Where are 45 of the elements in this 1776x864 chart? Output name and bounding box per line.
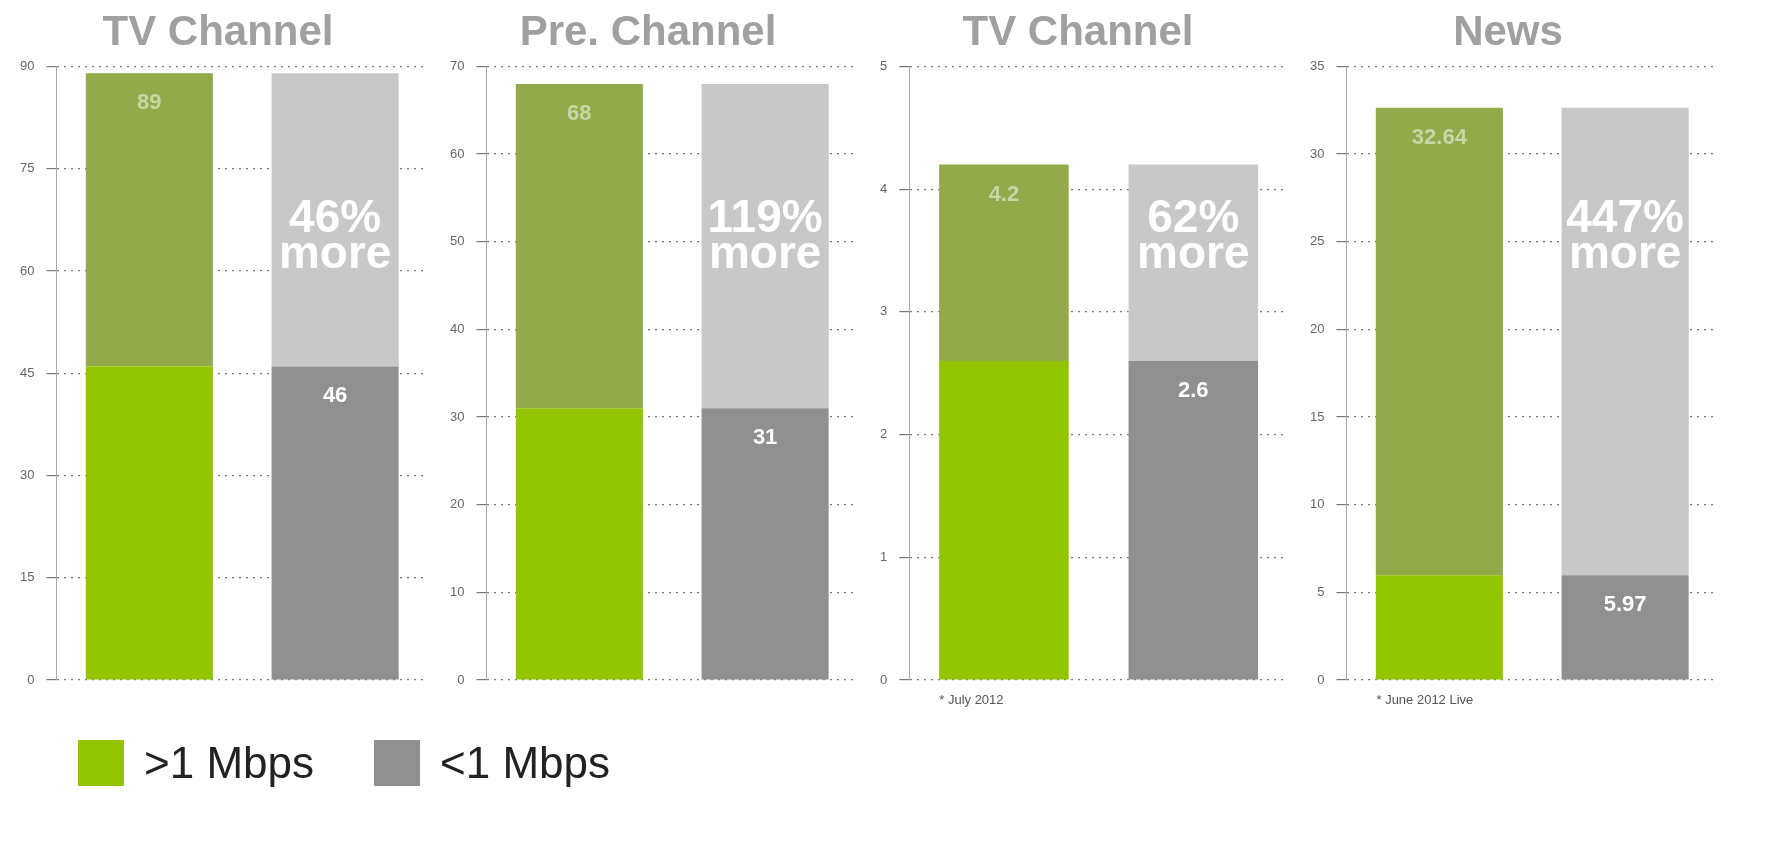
y-tick-label: 10 <box>1309 496 1325 512</box>
total-label: 68 <box>567 99 592 125</box>
y-tick-label: 3 <box>880 303 888 319</box>
y-tick-label: 90 <box>19 57 35 73</box>
y-tick-label: 75 <box>19 160 35 176</box>
y-tick-label: 40 <box>449 320 465 336</box>
total-label: 4.2 <box>988 180 1020 206</box>
chart-title: TV Channel <box>102 6 334 54</box>
y-tick-label: 15 <box>19 569 35 585</box>
y-tick-label: 1 <box>880 548 888 564</box>
y-tick-label: 15 <box>1309 408 1325 424</box>
y-tick-label: 30 <box>1309 145 1325 161</box>
y-tick-label: 2 <box>880 426 888 442</box>
data-label: 5.97 <box>1603 591 1647 617</box>
y-tick-label: 70 <box>449 57 465 73</box>
legend-label: >1 Mbps <box>144 738 314 788</box>
chart-title: News <box>1453 6 1563 54</box>
text: * June 2012 Live <box>1376 691 1474 707</box>
data-label: 46 <box>322 382 348 408</box>
y-tick-label: 20 <box>1309 320 1325 336</box>
y-tick-label: 0 <box>27 671 35 687</box>
chart-title: Pre. Channel <box>519 6 777 54</box>
y-tick-label: 45 <box>19 364 35 380</box>
y-tick-label: 50 <box>449 233 465 249</box>
y-tick-label: 30 <box>19 467 35 483</box>
y-tick-label: 20 <box>449 496 465 512</box>
y-tick-label: 4 <box>880 180 888 196</box>
y-tick-label: 25 <box>1309 233 1325 249</box>
data-label: 31 <box>752 424 778 450</box>
y-tick-label: 0 <box>1317 671 1325 687</box>
total-label: 89 <box>137 89 162 115</box>
y-tick-label: 0 <box>457 671 465 687</box>
chart-title: TV Channel <box>962 6 1194 54</box>
y-tick-label: 60 <box>449 145 465 161</box>
y-tick-label: 30 <box>449 408 465 424</box>
data-label: 2.6 <box>1178 376 1209 402</box>
y-tick-label: 5 <box>1317 583 1325 599</box>
legend-label: <1 Mbps <box>439 738 610 788</box>
y-tick-label: 35 <box>1309 57 1325 73</box>
text: * July 2012 <box>939 691 1004 707</box>
total-label: 32.64 <box>1411 123 1468 149</box>
y-tick-label: 60 <box>19 262 35 278</box>
y-tick-label: 10 <box>449 583 465 599</box>
y-tick-label: 5 <box>880 57 888 73</box>
y-tick-label: 0 <box>880 671 888 687</box>
